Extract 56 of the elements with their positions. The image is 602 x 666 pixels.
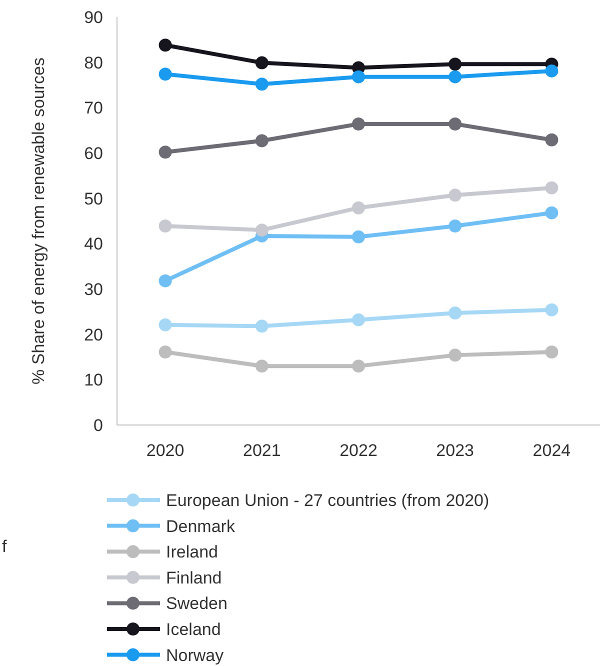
point [545,133,558,146]
y-tick-label: 30 [84,280,103,299]
legend-label: Ireland [166,542,218,562]
y-tick-label: 40 [84,234,103,254]
point [158,68,172,81]
x-tick-label: 2024 [532,441,571,460]
point [448,117,462,130]
y-axis-title: % Share of energy from renewable sources [29,58,48,384]
point [448,70,462,84]
point [448,348,462,362]
legend-label: Sweden [166,594,228,614]
point [255,134,268,148]
y-tick-label: 50 [84,189,103,208]
legend-label: Norway [166,646,224,665]
y-tick-label: 10 [84,370,103,390]
y-tick-label: 80 [84,53,103,72]
point [158,38,172,52]
x-tick-label: 2022 [340,441,378,460]
y-tick-label: 0 [94,416,103,435]
y-tick-label: 20 [84,325,103,344]
y-tick-label: 90 [84,8,103,27]
legend-label: Denmark [166,516,236,536]
point [158,274,172,288]
point [352,360,365,373]
point [255,320,268,333]
point [352,201,365,214]
point [545,64,558,78]
legend-label: European Union - 27 countries (from 2020) [166,490,490,510]
point [448,306,462,320]
x-tick-label: 2020 [146,441,184,460]
point [255,360,268,373]
point [352,230,365,244]
point [448,58,462,71]
point [545,303,558,316]
legend-label: Finland [166,568,222,588]
text: f [2,537,7,556]
point [448,219,462,232]
point [255,224,268,237]
point [255,56,268,70]
point [545,181,558,194]
point [158,346,172,359]
point [545,206,558,220]
point [448,188,462,202]
y-tick-label: 70 [84,98,103,118]
y-tick-label: 60 [84,144,103,163]
x-tick-label: 2023 [436,441,474,460]
point [545,346,558,359]
legend-label: Iceland [166,620,221,639]
point [158,219,172,232]
point [158,318,172,332]
point [352,70,365,84]
point [352,117,365,130]
point [158,146,172,159]
point [255,78,268,91]
x-tick-label: 2021 [242,441,281,460]
point [352,313,365,326]
